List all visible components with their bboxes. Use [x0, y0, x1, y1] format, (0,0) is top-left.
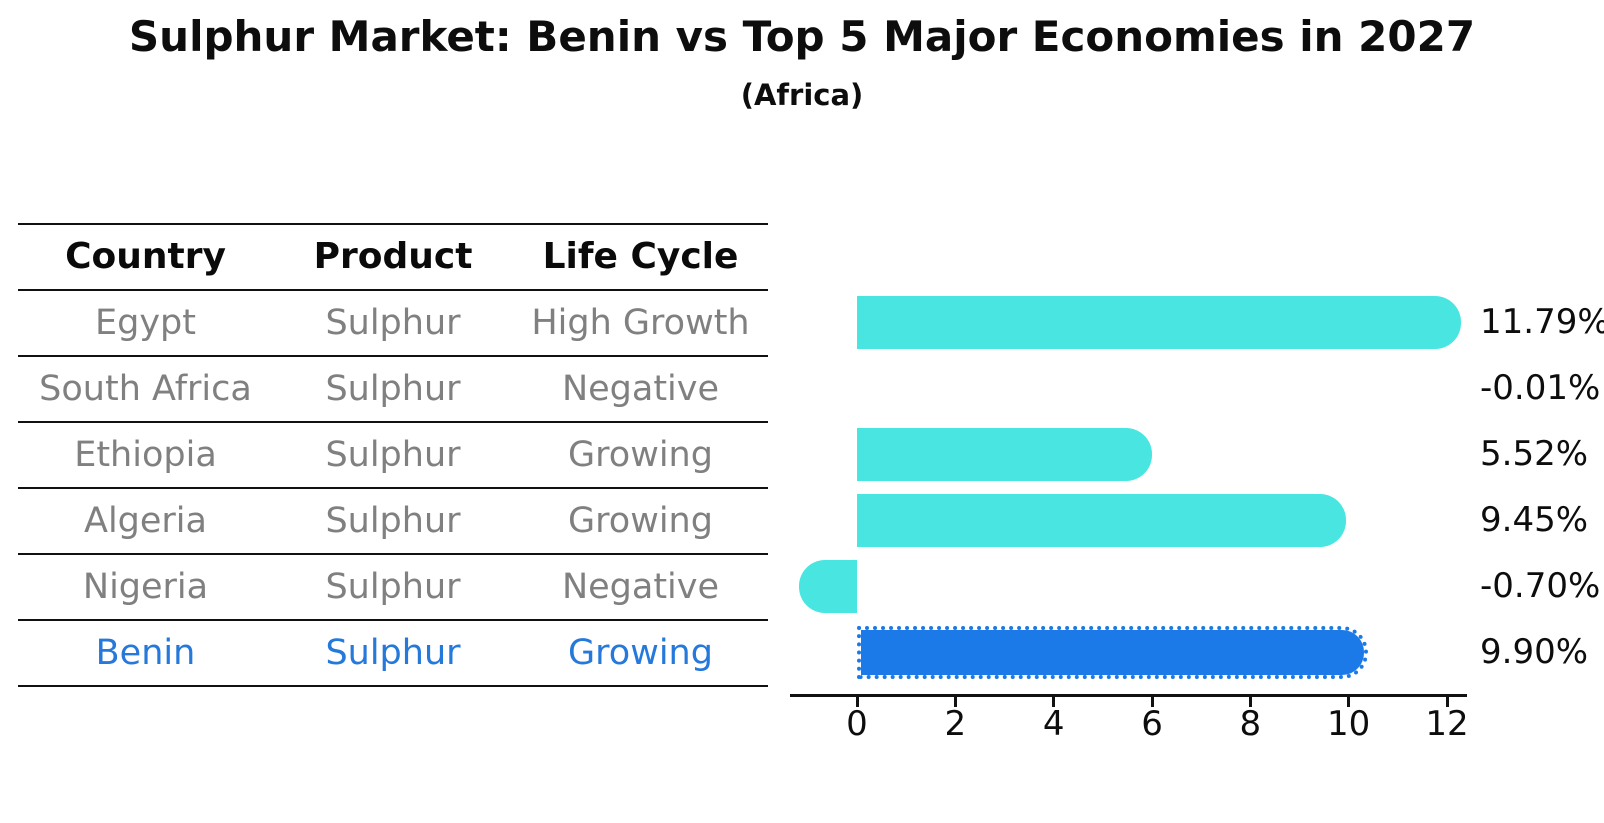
bar: [798, 559, 857, 613]
x-tick-mark: [1445, 697, 1449, 707]
table-header-cell: Life Cycle: [542, 236, 739, 277]
bar-value-label: 5.52%: [1480, 434, 1589, 474]
x-tick-label: 8: [1239, 704, 1262, 744]
table-row: Ethiopia Sulphur Growing: [18, 421, 768, 487]
table-cell: Growing: [568, 435, 713, 475]
table-header-row: Country Product Life Cycle: [18, 223, 768, 289]
bar-value-label: -0.70%: [1480, 566, 1601, 606]
bar: [857, 493, 1346, 547]
x-tick-label: 0: [846, 704, 868, 744]
table-cell: Nigeria: [82, 567, 209, 607]
table-cell: Growing: [568, 633, 713, 673]
table-cell: South Africa: [39, 369, 252, 409]
table-cell: Negative: [561, 567, 720, 607]
table-cell: Sulphur: [325, 567, 461, 607]
table-cell: Ethiopia: [74, 435, 217, 475]
x-tick-mark: [855, 697, 859, 707]
table-cell: Algeria: [84, 501, 207, 541]
bar-value-label: 11.79%: [1480, 302, 1604, 342]
table-cell: Egypt: [95, 303, 196, 343]
table-cell: Sulphur: [325, 303, 461, 343]
table-row: Nigeria Sulphur Negative: [18, 553, 768, 619]
x-tick-label: 12: [1425, 704, 1469, 744]
table-row: Algeria Sulphur Growing: [18, 487, 768, 553]
table-cell: Negative: [561, 369, 720, 409]
table-cell: Sulphur: [325, 633, 461, 673]
chart-title: Sulphur Market: Benin vs Top 5 Major Eco…: [128, 12, 1476, 61]
table-cell: Sulphur: [325, 501, 461, 541]
country-table: Country Product Life Cycle Egypt Sulphur High…: [18, 223, 768, 687]
x-tick-label: 10: [1327, 704, 1371, 744]
x-tick-mark: [1052, 697, 1056, 707]
x-tick-mark: [1248, 697, 1252, 707]
bar: [857, 427, 1153, 481]
table-cell: High Growth: [531, 303, 750, 343]
table-cell: Growing: [568, 501, 713, 541]
table-cell: Benin: [95, 633, 196, 673]
table-cell: Sulphur: [325, 369, 461, 409]
bar-value-label: 9.90%: [1480, 632, 1589, 672]
x-tick-label: 2: [944, 704, 967, 744]
table-header-cell: Country: [65, 236, 226, 277]
table-cell: Sulphur: [325, 435, 461, 475]
bar-value-label: -0.01%: [1480, 368, 1601, 408]
x-tick-mark: [953, 697, 957, 707]
x-tick-mark: [1347, 697, 1351, 707]
bar: [857, 295, 1461, 349]
x-tick-label: 4: [1042, 704, 1065, 744]
table-row: Benin Sulphur Growing: [18, 619, 768, 685]
table-header-cell: Product: [313, 236, 473, 277]
bar-value-label: 9.45%: [1480, 500, 1589, 540]
x-tick-mark: [1150, 697, 1154, 707]
x-tick-label: 6: [1141, 704, 1163, 744]
table-row: Egypt Sulphur High Growth: [18, 289, 768, 355]
chart-subtitle: (Africa): [740, 78, 864, 112]
x-axis-line: [790, 694, 1467, 697]
table-row: South Africa Sulphur Negative: [18, 355, 768, 421]
bar-highlight: [857, 625, 1368, 679]
